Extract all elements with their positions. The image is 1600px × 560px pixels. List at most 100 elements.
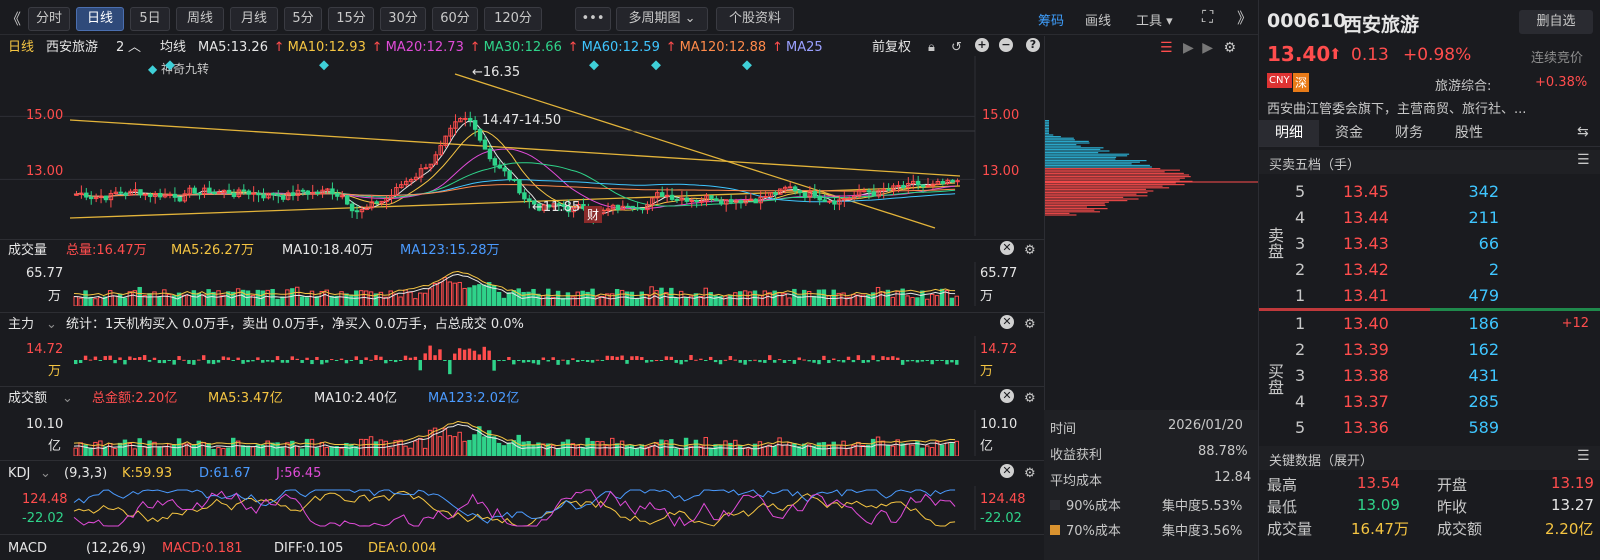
draw-line-button[interactable]: 画线 [1085, 14, 1112, 29]
close-icon[interactable]: ✕ [1000, 241, 1014, 255]
order-row[interactable]: 3 13.38 431 [1289, 364, 1589, 388]
order-row[interactable]: 5 13.36 589 [1289, 416, 1589, 440]
chip-bar [1045, 180, 1193, 182]
volume-bar [265, 289, 270, 306]
chevron-down-icon[interactable]: ⌄ [62, 391, 73, 406]
list-icon[interactable]: ☰ [1160, 40, 1173, 56]
candle-body [340, 195, 345, 198]
volume-chart[interactable] [0, 262, 1044, 306]
order-row[interactable]: 4 13.44 211 [1289, 206, 1589, 230]
tab-1[interactable]: 资金 [1335, 125, 1363, 141]
volume-bar [467, 287, 472, 306]
more-button[interactable]: ••• [575, 7, 611, 31]
kdj-title[interactable]: KDJ [8, 466, 31, 481]
flow-bar [664, 356, 669, 360]
volume-bar [309, 290, 315, 306]
close-icon[interactable]: ✕ [1000, 315, 1014, 329]
flow-bar [236, 357, 240, 360]
volume-title[interactable]: 成交量 [8, 243, 48, 258]
close-icon[interactable]: ✕ [1000, 389, 1014, 403]
order-row[interactable]: 5 13.45 342 [1289, 180, 1589, 204]
gear-icon[interactable]: ⚙ [1223, 40, 1237, 56]
tab-3[interactable]: 股性 [1455, 125, 1483, 141]
ma-title[interactable]: 均线 [160, 40, 187, 55]
order-row[interactable]: 3 13.43 66 [1289, 232, 1589, 256]
back-icon[interactable]: 《 [6, 10, 22, 28]
volume-bar [861, 294, 866, 306]
zoom-out-icon[interactable]: − [999, 38, 1013, 52]
gear-icon[interactable]: ⚙ [1024, 243, 1036, 258]
chevron-down-icon[interactable]: ⌄ [46, 317, 57, 332]
multi-cycle-dropdown[interactable]: 多周期图 ⌄ [616, 7, 708, 31]
period-button-9[interactable]: 120分 [484, 7, 542, 31]
amount-chart[interactable] [0, 410, 1044, 456]
kdj-chart[interactable] [0, 486, 1044, 530]
chip-tab[interactable]: 筹码 [1038, 14, 1065, 29]
period-button-3[interactable]: 周线 [176, 7, 224, 31]
period-button-4[interactable]: 月线 [230, 7, 278, 31]
undo-icon[interactable]: ↺ [951, 40, 962, 55]
candle-body [797, 190, 803, 194]
period-button-1[interactable]: 日线 [76, 7, 124, 31]
expand-icon[interactable]: ⛶ [1202, 7, 1214, 26]
tab-2[interactable]: 财务 [1395, 125, 1423, 141]
flow-bar [472, 350, 477, 360]
candle-body [664, 194, 670, 197]
chip-distribution-chart[interactable] [1045, 120, 1258, 220]
order-row[interactable]: 2 13.39 162 [1289, 338, 1589, 362]
macd-title[interactable]: MACD [8, 541, 47, 556]
flow-bar [743, 360, 747, 365]
volume-bar [841, 292, 846, 306]
menu-icon[interactable]: ☰ [1577, 448, 1590, 464]
chip-bar [1045, 169, 1180, 171]
lock-icon[interactable]: 🔒︎ [928, 40, 935, 55]
amount-title[interactable]: 成交额 [8, 391, 48, 406]
period-button-8[interactable]: 60分 [432, 7, 478, 31]
flow-bar [669, 356, 674, 360]
order-row[interactable]: 4 13.37 285 [1289, 390, 1589, 414]
key-data-header[interactable]: 关键数据（展开） ☰ [1259, 446, 1600, 470]
volume-bar [939, 444, 945, 456]
order-row[interactable]: 1 13.41 479 [1289, 284, 1589, 308]
main-force-title[interactable]: 主力 [8, 317, 35, 332]
flow-bar [147, 360, 152, 362]
volume-bar [398, 439, 403, 456]
zoom-in-icon[interactable]: + [975, 38, 989, 52]
c70-text: 70%成本 [1066, 524, 1121, 539]
period-button-7[interactable]: 30分 [380, 7, 426, 31]
chip-bar [1045, 142, 1090, 144]
chevron-down-icon[interactable]: ⌄ [40, 466, 51, 481]
play-icon[interactable]: ▶ [1183, 40, 1194, 56]
toggle-icon[interactable]: ⇆ [1577, 124, 1589, 140]
tab-0[interactable]: 明细 [1259, 120, 1319, 146]
volume-bar [624, 445, 630, 456]
volume-bar [290, 440, 295, 456]
gear-icon[interactable]: ⚙ [1024, 466, 1036, 481]
sector-label[interactable]: 旅游综合: [1435, 79, 1492, 94]
remove-watchlist-button[interactable]: 删自选 [1519, 10, 1593, 34]
play-icon[interactable]: ▶ [1202, 40, 1214, 56]
menu-icon[interactable]: ☰ [1577, 152, 1590, 168]
kline-chart[interactable] [0, 56, 1044, 236]
flow-bar [822, 355, 826, 360]
order-row[interactable]: 2 13.42 2 [1289, 258, 1589, 282]
period-button-2[interactable]: 5日 [130, 7, 170, 31]
period-button-0[interactable]: 分时 [28, 7, 70, 31]
period-button-6[interactable]: 15分 [328, 7, 374, 31]
period-button-5[interactable]: 5分 [284, 7, 322, 31]
adjust-label[interactable]: 前复权 [872, 40, 912, 55]
close-icon[interactable]: ✕ [1000, 464, 1014, 478]
main-force-chart[interactable] [0, 336, 1044, 384]
candle-body [98, 195, 104, 199]
order-row[interactable]: 1 13.40 186 +12 [1289, 312, 1589, 336]
stock-info-button[interactable]: 个股资料 [716, 7, 794, 31]
gear-icon[interactable]: ⚙ [1024, 317, 1036, 332]
chevron-up-icon[interactable]: ︿ [128, 40, 142, 55]
finance-badge[interactable]: 财 [584, 206, 603, 223]
volume-bar [112, 295, 118, 306]
help-icon[interactable]: ? [1026, 38, 1040, 52]
collapse-icon[interactable]: 》 [1237, 9, 1253, 27]
tools-dropdown[interactable]: 工具 ▾ [1136, 14, 1173, 29]
gear-icon[interactable]: ⚙ [1024, 391, 1036, 406]
volume-bar [486, 430, 492, 456]
